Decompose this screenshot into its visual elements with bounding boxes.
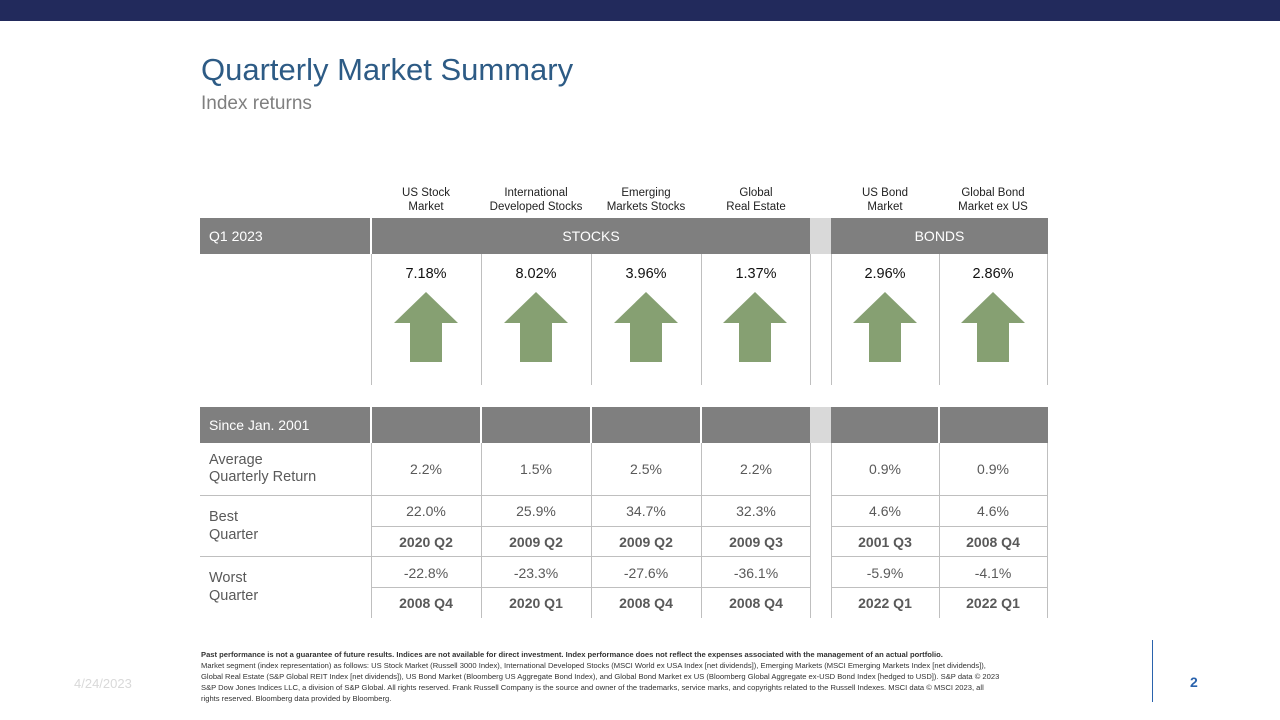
grid-line — [810, 254, 811, 385]
row-divider — [200, 556, 810, 557]
row-label-worst: Worst Quarter — [209, 570, 259, 604]
grid-line — [1047, 254, 1048, 385]
best-quarter: 2009 Q2 — [619, 534, 673, 550]
quarter-return: 8.02% — [515, 266, 557, 282]
worst-quarter: 2022 Q1 — [858, 595, 912, 611]
bar-divider — [938, 407, 940, 443]
grid-line — [371, 254, 372, 385]
quarter-return: 1.37% — [735, 266, 777, 282]
stocks-header: STOCKS — [372, 218, 810, 254]
row-divider — [831, 587, 1048, 588]
worst-quarter: 2008 Q4 — [399, 595, 453, 611]
worst-quarter: 2008 Q4 — [729, 595, 783, 611]
worst-quarter: 2022 Q1 — [966, 595, 1020, 611]
quarter-return: 7.18% — [405, 266, 447, 282]
grid-line — [591, 443, 592, 618]
bar-divider — [370, 407, 372, 443]
quarter-return: 3.96% — [625, 266, 667, 282]
since-header: Since Jan. 2001 — [200, 407, 810, 443]
average-value: 0.9% — [977, 461, 1009, 477]
best-value: 34.7% — [626, 503, 666, 519]
row-divider — [831, 556, 1048, 557]
worst-value: -5.9% — [866, 565, 904, 581]
column-header-emerging: Emerging Markets Stocks — [606, 187, 686, 213]
best-quarter: 2008 Q4 — [966, 534, 1020, 550]
best-value: 4.6% — [869, 503, 901, 519]
page-subtitle: Index returns — [201, 93, 312, 114]
grid-line — [831, 443, 832, 618]
bar-divider — [590, 407, 592, 443]
grid-line — [591, 254, 592, 385]
best-quarter: 2020 Q2 — [399, 534, 453, 550]
row-label-average: Average Quarterly Return — [209, 452, 317, 485]
row-divider — [200, 495, 810, 496]
worst-value: -22.8% — [403, 565, 449, 581]
bonds-header: BONDS — [831, 218, 1048, 254]
best-quarter: 2001 Q3 — [858, 534, 912, 550]
quarter-return: 2.96% — [864, 266, 906, 282]
best-value: 32.3% — [736, 503, 776, 519]
worst-value: -23.3% — [513, 565, 559, 581]
row-divider — [371, 526, 810, 527]
worst-quarter: 2020 Q1 — [509, 595, 563, 611]
bar-divider — [480, 407, 482, 443]
worst-value: -4.1% — [974, 565, 1012, 581]
grid-line — [701, 443, 702, 618]
row-divider — [831, 495, 1048, 496]
section-gap — [810, 218, 831, 254]
quarter-return: 2.86% — [972, 266, 1014, 282]
grid-line — [831, 254, 832, 385]
disclosure-body: Market segment (index representation) as… — [201, 661, 1000, 703]
average-value: 0.9% — [869, 461, 901, 477]
page-title: Quarterly Market Summary — [201, 52, 574, 87]
grid-line — [1047, 443, 1048, 618]
up-arrow-icon — [961, 292, 1025, 362]
average-value: 2.2% — [410, 461, 442, 477]
disclosure-bold: Past performance is not a guarantee of f… — [201, 650, 943, 659]
average-value: 2.2% — [740, 461, 772, 477]
column-header-global-bond: Global Bond Market ex US — [958, 187, 1028, 213]
best-value: 4.6% — [977, 503, 1009, 519]
column-header-global-real-estate: Global Real Estate — [726, 187, 786, 213]
worst-value: -36.1% — [733, 565, 779, 581]
grid-line — [939, 443, 940, 618]
up-arrow-icon — [853, 292, 917, 362]
up-arrow-icon — [723, 292, 787, 362]
column-header-us-bond: US Bond Market — [861, 187, 909, 213]
row-divider — [831, 526, 1048, 527]
grid-line — [371, 443, 372, 618]
best-quarter: 2009 Q3 — [729, 534, 783, 550]
grid-line — [481, 443, 482, 618]
average-value: 2.5% — [630, 461, 662, 477]
bar-divider — [700, 407, 702, 443]
best-value: 25.9% — [516, 503, 556, 519]
footer-divider — [1152, 640, 1153, 702]
grid-line — [481, 254, 482, 385]
worst-quarter: 2008 Q4 — [619, 595, 673, 611]
row-divider — [371, 587, 810, 588]
quarter-label-cell: Q1 2023 — [200, 218, 370, 254]
up-arrow-icon — [394, 292, 458, 362]
column-header-us-stock: US Stock Market — [402, 187, 450, 213]
best-quarter: 2009 Q2 — [509, 534, 563, 550]
worst-value: -27.6% — [623, 565, 669, 581]
grid-line — [939, 254, 940, 385]
page-number: 2 — [1190, 674, 1198, 690]
section-gap — [810, 407, 831, 443]
average-value: 1.5% — [520, 461, 552, 477]
up-arrow-icon — [504, 292, 568, 362]
row-label-best: Best Quarter — [209, 509, 259, 543]
up-arrow-icon — [614, 292, 678, 362]
slide-date: 4/24/2023 — [74, 676, 132, 691]
top-banner — [0, 0, 1280, 21]
column-header-intl-developed: International Developed Stocks — [489, 187, 583, 213]
grid-line — [701, 254, 702, 385]
disclosure-footnote: Past performance is not a guarantee of f… — [201, 649, 1001, 704]
grid-line — [810, 443, 811, 618]
best-value: 22.0% — [406, 503, 446, 519]
